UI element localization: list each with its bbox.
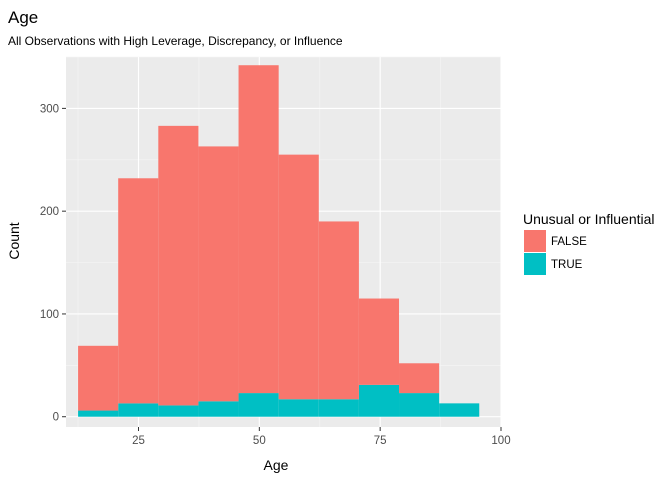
y-axis-ticks: 0 100 200 300 — [40, 103, 66, 424]
x-tick-label: 25 — [132, 435, 145, 447]
bar-true-bin-10 — [439, 403, 480, 417]
x-tick-label: 75 — [374, 435, 387, 447]
legend: Unusual or Influential FALSE TRUE — [523, 211, 655, 275]
y-tick-label: 300 — [40, 103, 59, 115]
bar-true-bin-1 — [78, 410, 119, 417]
bar-false-bin-3 — [158, 125, 199, 406]
bar-true-bin-8 — [358, 384, 400, 417]
histogram-bars — [78, 65, 480, 417]
y-tick-label: 0 — [53, 412, 59, 424]
bar-true-bin-3 — [158, 405, 199, 417]
legend-swatch-false — [524, 230, 546, 252]
bar-true-bin-4 — [198, 401, 239, 417]
legend-label-true: TRUE — [551, 259, 583, 271]
bar-false-bin-9 — [399, 363, 440, 394]
chart-subtitle: All Observations with High Leverage, Dis… — [8, 34, 343, 48]
y-tick-label: 100 — [40, 309, 59, 321]
x-axis-ticks: 25 50 75 100 — [132, 427, 511, 447]
y-tick-label: 200 — [40, 206, 59, 218]
legend-items: FALSE TRUE — [524, 230, 587, 275]
bar-false-bin-6 — [278, 154, 319, 400]
bar-true-bin-9 — [399, 393, 440, 417]
legend-swatch-true — [524, 253, 546, 275]
bar-false-bin-7 — [318, 221, 359, 400]
legend-title: Unusual or Influential — [523, 211, 655, 227]
x-axis-title: Age — [264, 457, 289, 473]
bar-false-bin-8 — [358, 298, 400, 385]
legend-label-false: FALSE — [551, 236, 587, 248]
x-tick-label: 100 — [491, 435, 510, 447]
bar-true-bin-6 — [278, 399, 319, 417]
bar-false-bin-4 — [198, 146, 239, 402]
bar-true-bin-5 — [238, 393, 279, 417]
bar-false-bin-2 — [118, 178, 159, 404]
bar-true-bin-2 — [118, 403, 159, 417]
chart-title: Age — [8, 8, 38, 27]
y-axis-title: Count — [6, 222, 22, 259]
bar-false-bin-5 — [238, 65, 279, 394]
bar-true-bin-7 — [318, 399, 359, 417]
x-tick-label: 50 — [253, 435, 266, 447]
bar-false-bin-1 — [78, 345, 119, 411]
